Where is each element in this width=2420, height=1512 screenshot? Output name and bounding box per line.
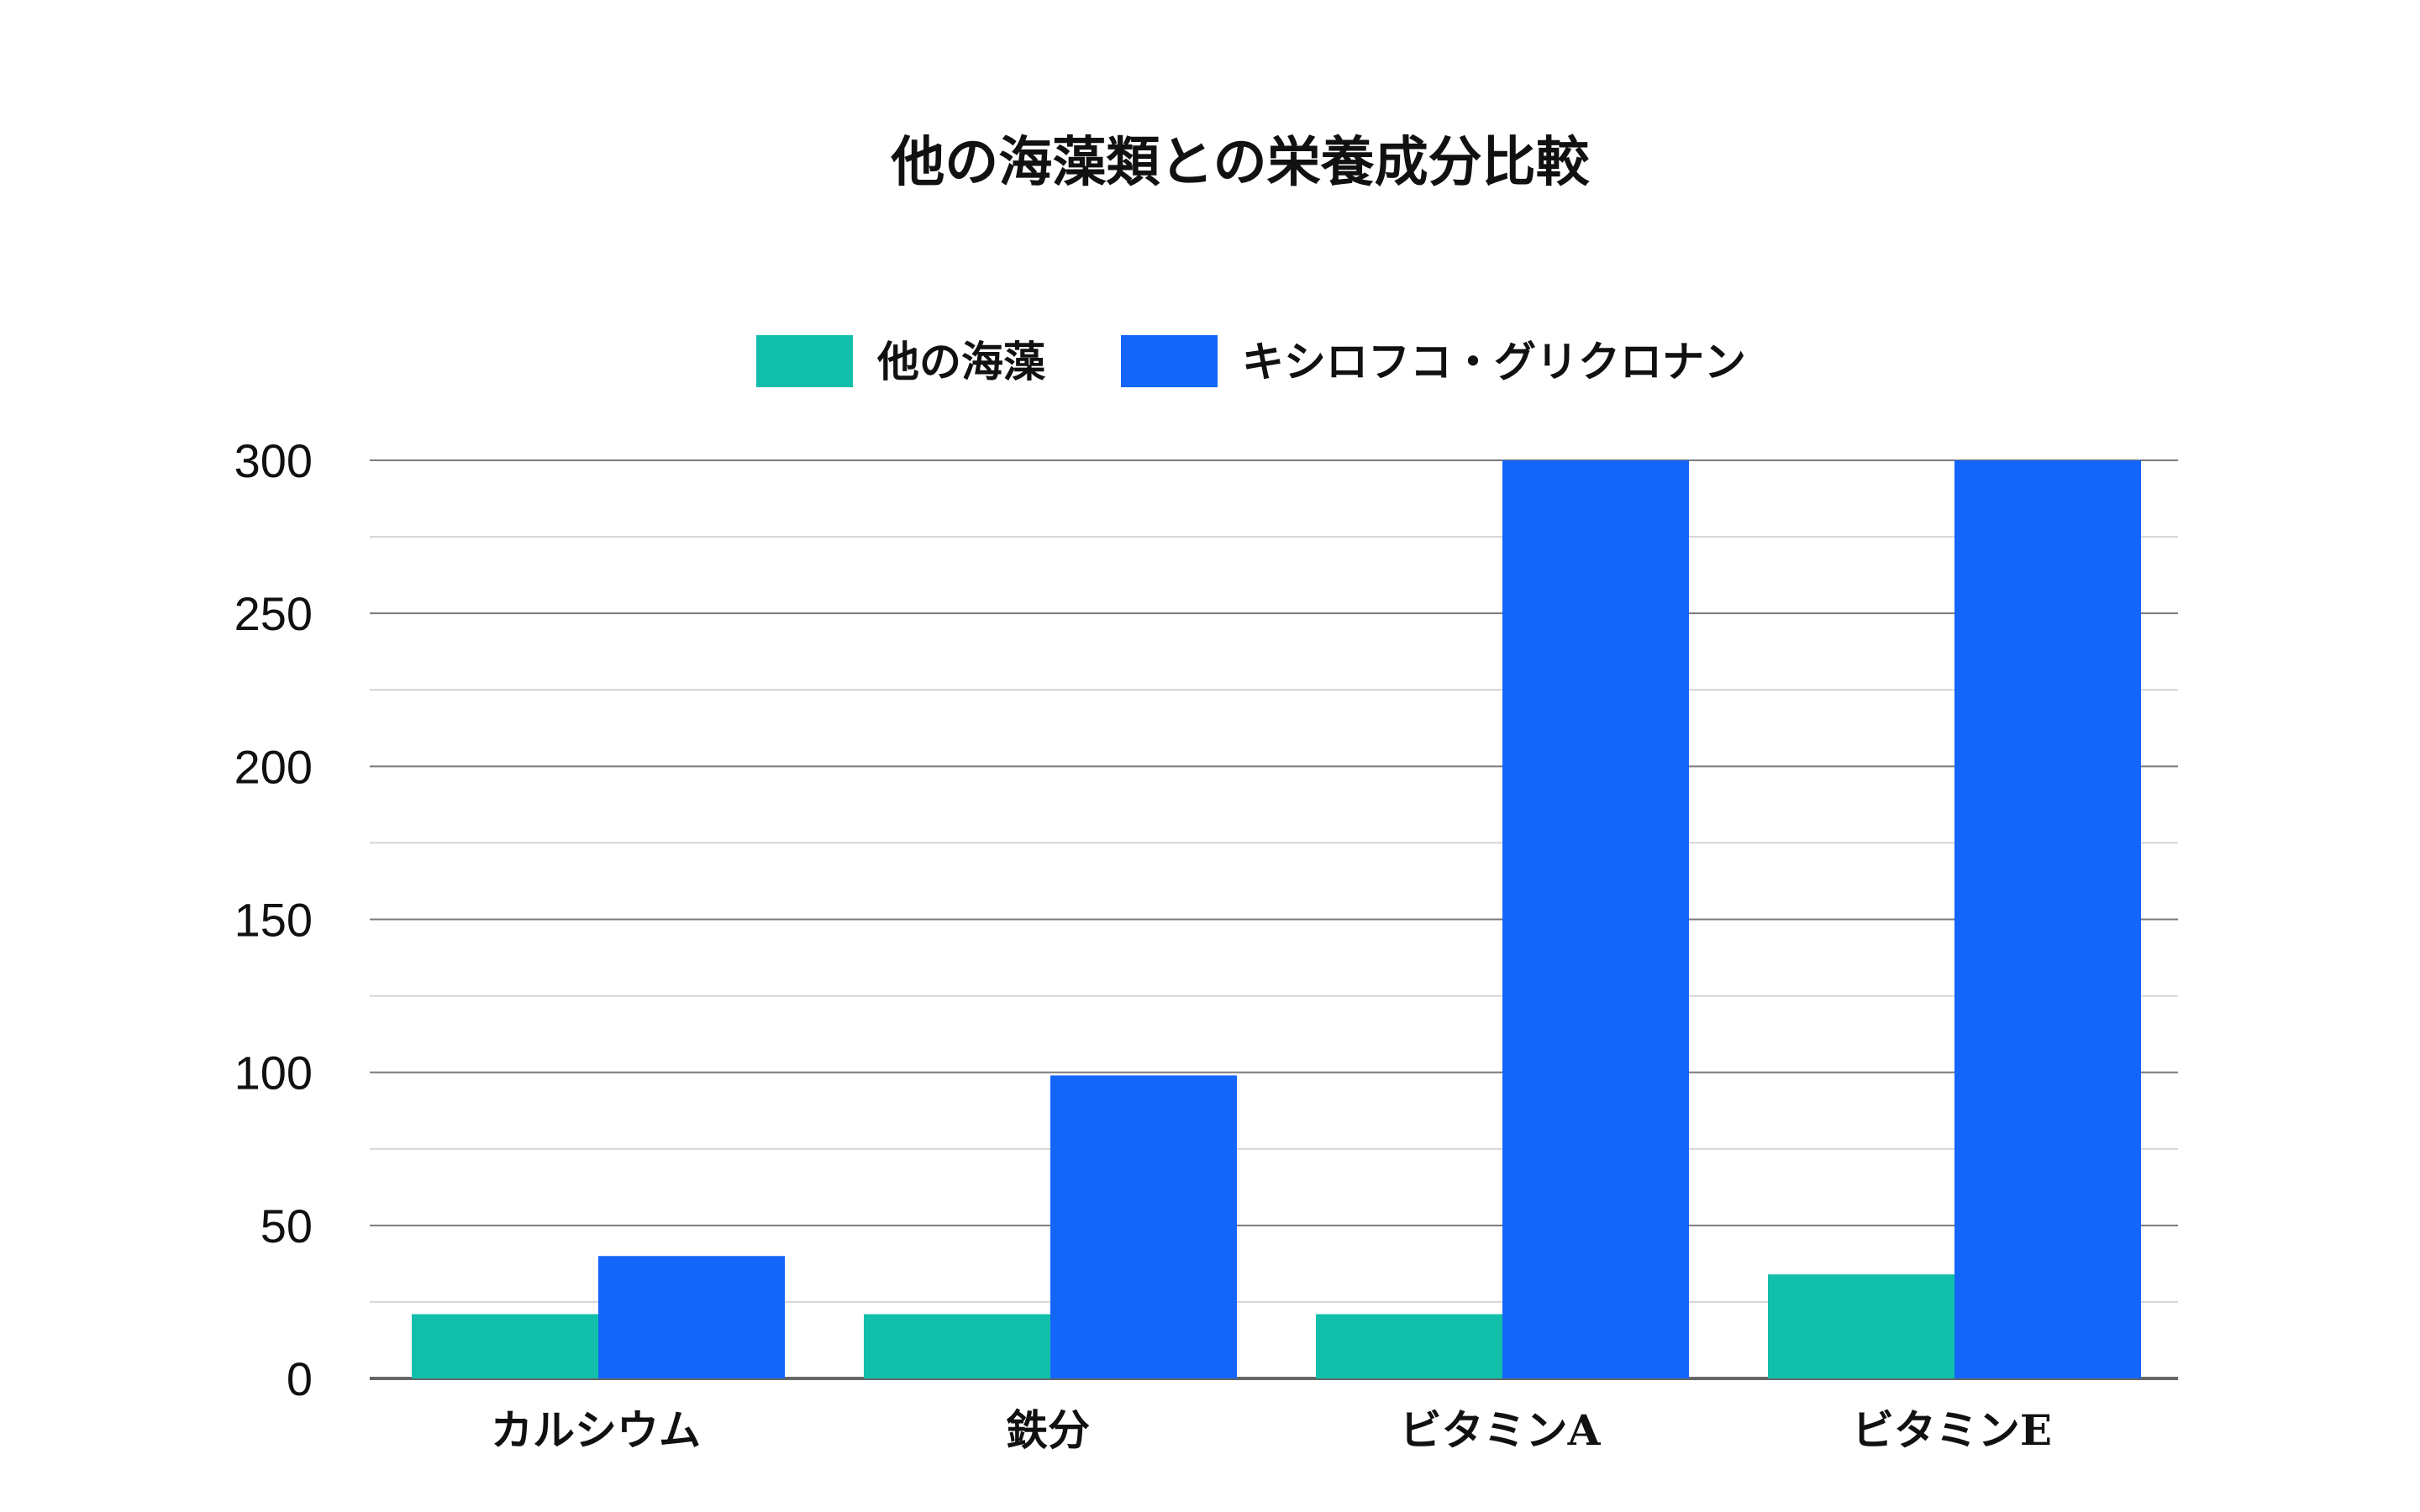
y-tick-label: 50 bbox=[260, 1200, 313, 1252]
y-tick-label: 200 bbox=[234, 740, 313, 793]
bar-series-0-cat-0 bbox=[412, 1314, 598, 1378]
legend: 他の海藻 キシロフコ・グリクロナン bbox=[756, 335, 1746, 387]
legend-label-xylofuco-glucuronan: キシロフコ・グリクロナン bbox=[1242, 337, 1746, 386]
y-tick-label: 300 bbox=[234, 434, 313, 487]
bar-series-0-cat-2 bbox=[1316, 1314, 1502, 1378]
x-tick-label: ビタミンA bbox=[1400, 1405, 1602, 1455]
y-tick-label: 150 bbox=[234, 894, 313, 947]
bar-series-1-cat-2 bbox=[1502, 460, 1689, 1378]
y-tick-label: 0 bbox=[287, 1352, 313, 1405]
bar-series-1-cat-0 bbox=[598, 1256, 785, 1378]
y-tick-label: 100 bbox=[234, 1047, 313, 1100]
gridlines bbox=[370, 459, 2178, 1380]
x-tick-label: ビタミンE bbox=[1852, 1405, 2052, 1455]
bar-series-0-cat-1 bbox=[864, 1314, 1050, 1378]
legend-swatch-xylofuco-glucuronan bbox=[1121, 335, 1218, 387]
x-tick-label: 鉄分 bbox=[1006, 1405, 1090, 1455]
bars bbox=[412, 460, 2141, 1378]
y-axis-ticks: 0 50 100 150 200 250 300 bbox=[234, 434, 313, 1405]
bar-series-0-cat-3 bbox=[1768, 1274, 1954, 1378]
x-axis-ticks: カルシウム 鉄分 ビタミンA ビタミンE bbox=[491, 1405, 2052, 1455]
bar-series-1-cat-1 bbox=[1050, 1075, 1237, 1378]
legend-swatch-other-seaweed bbox=[756, 335, 853, 387]
x-tick-label: カルシウム bbox=[491, 1405, 701, 1455]
legend-label-other-seaweed: 他の海藻 bbox=[876, 337, 1046, 386]
y-tick-label: 250 bbox=[234, 587, 313, 640]
bar-series-1-cat-3 bbox=[1954, 460, 2141, 1378]
chart-title: 他の海藻類との栄養成分比較 bbox=[890, 131, 1590, 194]
